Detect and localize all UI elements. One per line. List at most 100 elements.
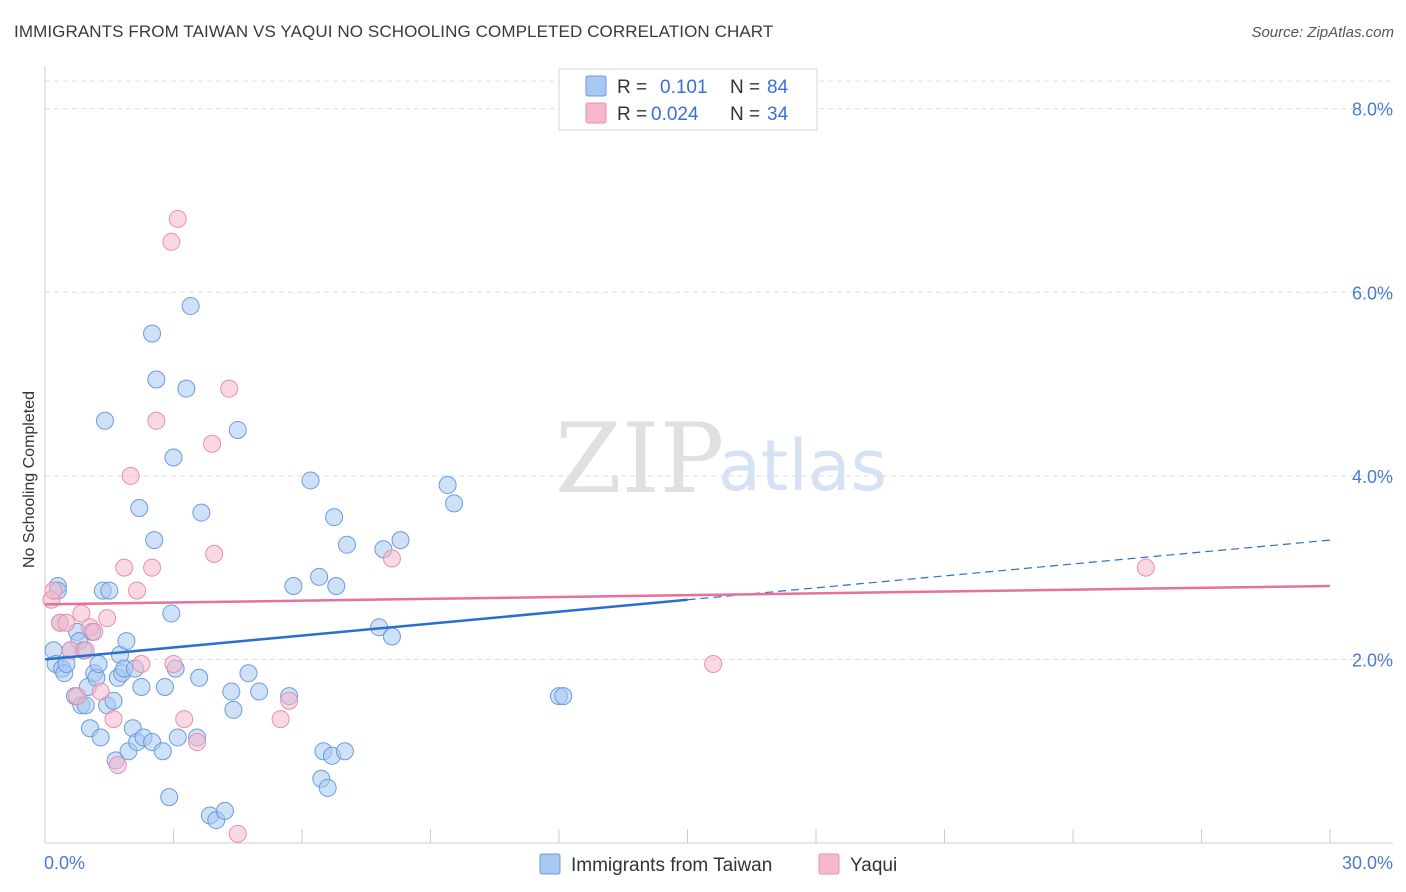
- x-tick-label-max: 30.0%: [1342, 853, 1393, 873]
- legend-n-value-taiwan: 84: [767, 77, 789, 98]
- point-taiwan: [153, 742, 172, 761]
- y-tick-label: 2.0%: [1352, 650, 1393, 670]
- point-yaqui: [203, 434, 222, 453]
- watermark-atlas: atlas: [718, 425, 887, 507]
- source-credit: Source: ZipAtlas.com: [1251, 24, 1394, 41]
- bottom-legend: Immigrants from Taiwan Yaqui: [539, 853, 897, 876]
- legend-n-label-yaqui: N =: [730, 104, 760, 125]
- bottom-legend-label-yaqui: Yaqui: [850, 855, 897, 876]
- point-yaqui: [704, 655, 723, 674]
- point-taiwan: [250, 682, 269, 701]
- point-yaqui: [382, 549, 401, 568]
- point-taiwan: [91, 728, 110, 747]
- legend-r-label-yaqui: R =: [617, 104, 647, 125]
- point-yaqui: [108, 755, 127, 774]
- point-taiwan: [190, 668, 209, 687]
- point-taiwan: [301, 471, 320, 490]
- point-taiwan: [224, 700, 243, 719]
- point-yaqui: [98, 609, 117, 628]
- point-taiwan: [160, 788, 179, 807]
- y-tick-label: 4.0%: [1352, 467, 1393, 487]
- point-yaqui: [164, 655, 183, 674]
- legend-swatch-yaqui: [585, 102, 607, 124]
- point-taiwan: [104, 691, 123, 710]
- bottom-legend-swatch-taiwan: [539, 853, 561, 875]
- point-taiwan: [192, 503, 211, 522]
- gridlines: [45, 80, 1393, 660]
- legend-swatch-taiwan: [585, 75, 607, 97]
- point-taiwan: [327, 577, 346, 595]
- point-yaqui: [147, 411, 166, 430]
- point-taiwan: [181, 297, 200, 316]
- point-taiwan: [145, 531, 164, 550]
- axes: [44, 66, 1393, 844]
- point-yaqui: [175, 710, 194, 729]
- watermark-zip: ZIP: [555, 403, 724, 515]
- watermark: ZIP atlas: [555, 403, 887, 515]
- point-taiwan: [215, 801, 234, 820]
- legend-r-value-yaqui: 0.024: [651, 104, 699, 125]
- point-yaqui: [205, 544, 224, 563]
- point-yaqui: [220, 379, 239, 398]
- point-taiwan: [438, 476, 457, 495]
- point-taiwan: [382, 627, 401, 646]
- point-yaqui: [44, 581, 63, 600]
- point-yaqui: [91, 682, 110, 701]
- point-taiwan: [310, 567, 329, 586]
- point-yaqui: [280, 691, 299, 710]
- point-taiwan: [162, 604, 181, 623]
- point-taiwan: [554, 687, 573, 706]
- point-taiwan: [155, 677, 174, 696]
- point-yaqui: [132, 655, 151, 674]
- y-tick-label: 6.0%: [1352, 283, 1393, 303]
- point-yaqui: [188, 733, 207, 752]
- point-taiwan: [239, 664, 258, 683]
- y-axis-label: No Schooling Completed: [21, 391, 38, 568]
- legend-box: R = 0.101 N = 84 R = 0.024 N = 34: [558, 68, 818, 131]
- series-yaqui-points: [42, 209, 1155, 843]
- trend-line-taiwan: [44, 598, 688, 661]
- point-yaqui: [115, 558, 134, 577]
- y-tick-label: 8.0%: [1352, 100, 1393, 120]
- point-yaqui: [68, 687, 87, 706]
- bottom-legend-label-taiwan: Immigrants from Taiwan: [571, 855, 772, 876]
- point-taiwan: [132, 677, 151, 696]
- legend-r-label-taiwan: R =: [617, 77, 647, 98]
- point-taiwan: [391, 531, 410, 550]
- legend-r-value-taiwan: 0.101: [660, 77, 708, 98]
- point-taiwan: [168, 728, 187, 747]
- point-taiwan: [130, 498, 149, 517]
- y-tick-labels: 2.0% 4.0% 6.0% 8.0%: [1352, 100, 1393, 671]
- point-taiwan: [222, 682, 241, 701]
- point-taiwan: [284, 577, 303, 595]
- point-taiwan: [318, 778, 337, 797]
- point-taiwan: [100, 581, 119, 600]
- point-taiwan: [143, 324, 162, 343]
- point-yaqui: [1136, 558, 1155, 577]
- point-yaqui: [121, 466, 140, 485]
- trend-line-yaqui: [44, 584, 1331, 606]
- point-taiwan: [337, 535, 356, 554]
- point-yaqui: [271, 710, 290, 729]
- point-taiwan: [177, 379, 196, 398]
- point-yaqui: [104, 710, 123, 729]
- point-taiwan: [335, 742, 354, 761]
- trend-lines: [44, 539, 1331, 661]
- point-yaqui: [85, 622, 104, 641]
- legend-n-value-yaqui: 34: [767, 104, 789, 125]
- point-yaqui: [128, 581, 147, 600]
- point-yaqui: [168, 209, 187, 228]
- point-yaqui: [162, 232, 181, 251]
- point-taiwan: [117, 632, 136, 651]
- bottom-legend-swatch-yaqui: [818, 853, 840, 875]
- point-taiwan: [164, 448, 183, 467]
- point-yaqui: [228, 824, 247, 843]
- point-yaqui: [143, 558, 162, 577]
- point-taiwan: [325, 508, 344, 527]
- legend-n-label-taiwan: N =: [730, 77, 760, 98]
- point-taiwan: [89, 655, 108, 674]
- point-yaqui: [57, 613, 76, 632]
- point-taiwan: [147, 370, 166, 389]
- chart-title: IMMIGRANTS FROM TAIWAN VS YAQUI NO SCHOO…: [14, 22, 774, 41]
